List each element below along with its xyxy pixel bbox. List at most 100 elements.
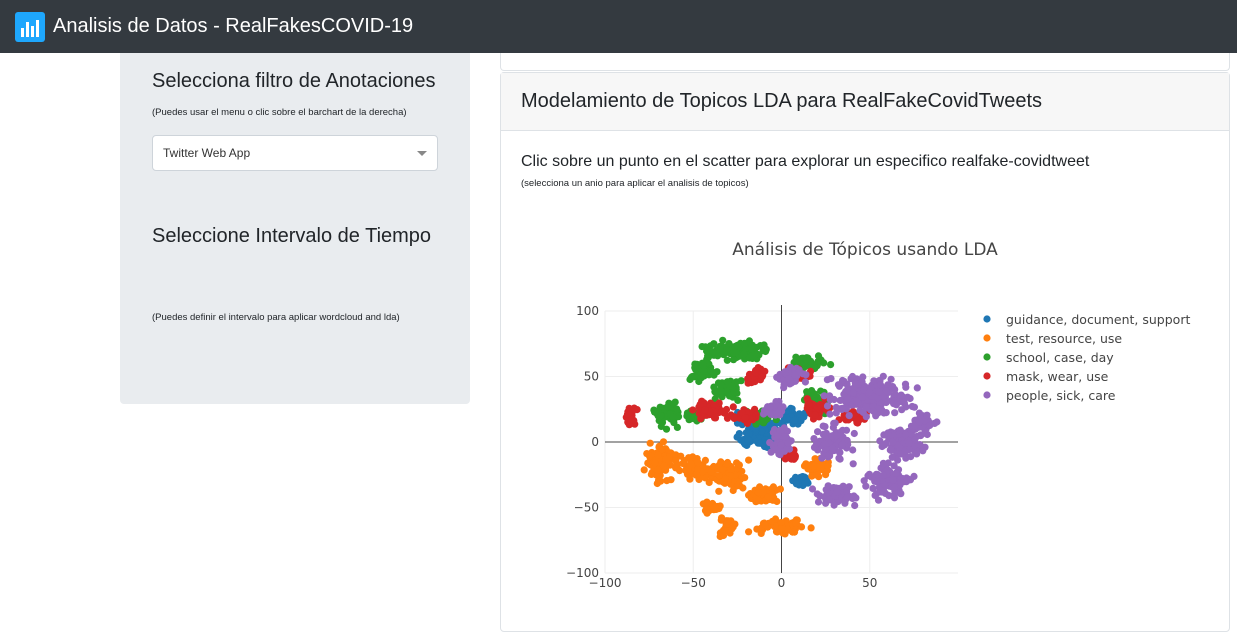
scatter-point-1 bbox=[745, 430, 753, 438]
scatter-point-2 bbox=[721, 474, 729, 483]
scatter-point-5 bbox=[880, 409, 888, 417]
scatter-point-5 bbox=[780, 381, 788, 389]
scatter-point-5 bbox=[905, 439, 913, 447]
sidebar-panel: Selecciona filtro de Anotaciones (Puedes… bbox=[120, 53, 470, 404]
lda-scatter-chart[interactable]: Análisis de Tópicos usando LDA −100 −50 0 50… bbox=[500, 225, 1220, 595]
scatter-point-2 bbox=[711, 503, 719, 511]
chevron-down-icon[interactable] bbox=[417, 151, 427, 156]
scatter-point-2 bbox=[724, 517, 732, 525]
scatter-point-2 bbox=[797, 523, 806, 531]
scatter-point-5 bbox=[784, 439, 792, 447]
lda-card: Modelamiento de Topicos LDA para RealFak… bbox=[500, 72, 1230, 632]
scatter-point-3 bbox=[762, 345, 770, 353]
scatter-point-5 bbox=[916, 441, 924, 449]
legend-marker bbox=[983, 391, 991, 399]
scatter-point-5 bbox=[876, 381, 884, 389]
x-tick-label: 0 bbox=[778, 576, 786, 590]
scatter-point-3 bbox=[703, 347, 711, 355]
scatter-point-5 bbox=[832, 409, 840, 417]
scatter-point-5 bbox=[820, 392, 828, 400]
scatter-point-2 bbox=[651, 459, 659, 467]
app-title[interactable]: Analisis de Datos - RealFakesCOVID-19 bbox=[53, 15, 414, 37]
scatter-point-2 bbox=[729, 521, 738, 529]
scatter-point-5 bbox=[911, 441, 919, 449]
scatter-point-5 bbox=[876, 437, 884, 445]
scatter-point-2 bbox=[657, 477, 665, 485]
scatter-point-5 bbox=[891, 409, 899, 417]
scatter-point-4 bbox=[816, 401, 824, 409]
scatter-point-2 bbox=[715, 487, 723, 495]
scatter-point-4 bbox=[805, 401, 813, 409]
scatter-point-5 bbox=[828, 444, 837, 452]
scatter-point-3 bbox=[725, 381, 733, 389]
scatter-point-2 bbox=[715, 472, 723, 480]
scatter-point-2 bbox=[769, 483, 777, 491]
scatter-point-5 bbox=[880, 487, 888, 495]
scatter-point-2 bbox=[764, 493, 772, 501]
scatter-point-5 bbox=[835, 454, 843, 462]
scatter-point-5 bbox=[890, 491, 898, 499]
scatter-point-5 bbox=[772, 446, 780, 454]
scatter-point-4 bbox=[729, 403, 737, 411]
scatter-point-4 bbox=[701, 406, 709, 414]
scatter-point-5 bbox=[838, 441, 846, 449]
scatter-point-3 bbox=[711, 388, 719, 396]
scatter-point-3 bbox=[706, 342, 714, 350]
scatter-point-2 bbox=[718, 514, 726, 522]
scatter-point-4 bbox=[751, 405, 759, 413]
scatter-point-2 bbox=[721, 527, 729, 535]
scatter-point-3 bbox=[730, 388, 738, 396]
scatter-point-5 bbox=[839, 482, 847, 490]
scatter-point-2 bbox=[807, 524, 815, 532]
scatter-point-3 bbox=[820, 359, 828, 367]
scatter-point-5 bbox=[838, 404, 846, 412]
scatter-point-5 bbox=[823, 402, 832, 410]
scatter-point-4 bbox=[718, 407, 726, 415]
scatter-point-5 bbox=[901, 431, 909, 439]
scatter-point-5 bbox=[825, 495, 833, 504]
scatter-point-5 bbox=[919, 447, 927, 455]
scatter-point-5 bbox=[824, 489, 832, 497]
scatter-point-5 bbox=[849, 446, 857, 454]
scatter-point-2 bbox=[660, 462, 668, 470]
scatter-point-5 bbox=[880, 431, 888, 439]
scatter-point-2 bbox=[659, 438, 668, 446]
scatter-point-5 bbox=[845, 412, 853, 420]
time-interval-hint: (Puedes definir el intervalo para aplica… bbox=[152, 312, 400, 323]
scatter-point-3 bbox=[697, 374, 705, 382]
scatter-point-3 bbox=[700, 367, 708, 375]
scatter-point-5 bbox=[813, 490, 821, 498]
scatter-point-5 bbox=[850, 429, 858, 438]
x-tick-label: −50 bbox=[681, 576, 706, 590]
scatter-point-3 bbox=[723, 345, 731, 354]
scatter-point-2 bbox=[654, 466, 662, 474]
scatter-point-5 bbox=[774, 408, 782, 416]
scatter-point-2 bbox=[686, 454, 694, 462]
scatter-point-2 bbox=[646, 439, 654, 447]
scatter-point-4 bbox=[625, 421, 633, 429]
scatter-point-3 bbox=[685, 416, 693, 424]
scatter-point-4 bbox=[744, 375, 752, 383]
scatter-point-5 bbox=[875, 388, 883, 396]
scatter-point-5 bbox=[851, 379, 859, 387]
scatter-point-3 bbox=[723, 356, 731, 364]
scatter-point-5 bbox=[869, 402, 878, 410]
scatter-point-2 bbox=[778, 525, 786, 533]
scatter-point-5 bbox=[852, 494, 860, 502]
scatter-point-2 bbox=[701, 456, 709, 464]
scatter-point-3 bbox=[669, 413, 677, 421]
scatter-point-4 bbox=[851, 411, 859, 419]
scatter-point-3 bbox=[745, 337, 753, 345]
scatter-point-3 bbox=[698, 343, 706, 351]
scatter-point-2 bbox=[705, 478, 713, 487]
legend-label: school, case, day bbox=[1006, 350, 1114, 365]
scatter-point-1 bbox=[790, 416, 798, 424]
legend-label: people, sick, care bbox=[1006, 388, 1116, 403]
scatter-point-2 bbox=[672, 457, 680, 465]
scatter-point-5 bbox=[833, 488, 841, 496]
scatter-point-2 bbox=[739, 484, 747, 492]
annotation-filter-select[interactable]: Twitter Web App bbox=[152, 135, 438, 171]
scatter-point-2 bbox=[783, 526, 792, 534]
scatter-point-5 bbox=[897, 490, 905, 498]
y-tick-label: −50 bbox=[574, 501, 599, 515]
